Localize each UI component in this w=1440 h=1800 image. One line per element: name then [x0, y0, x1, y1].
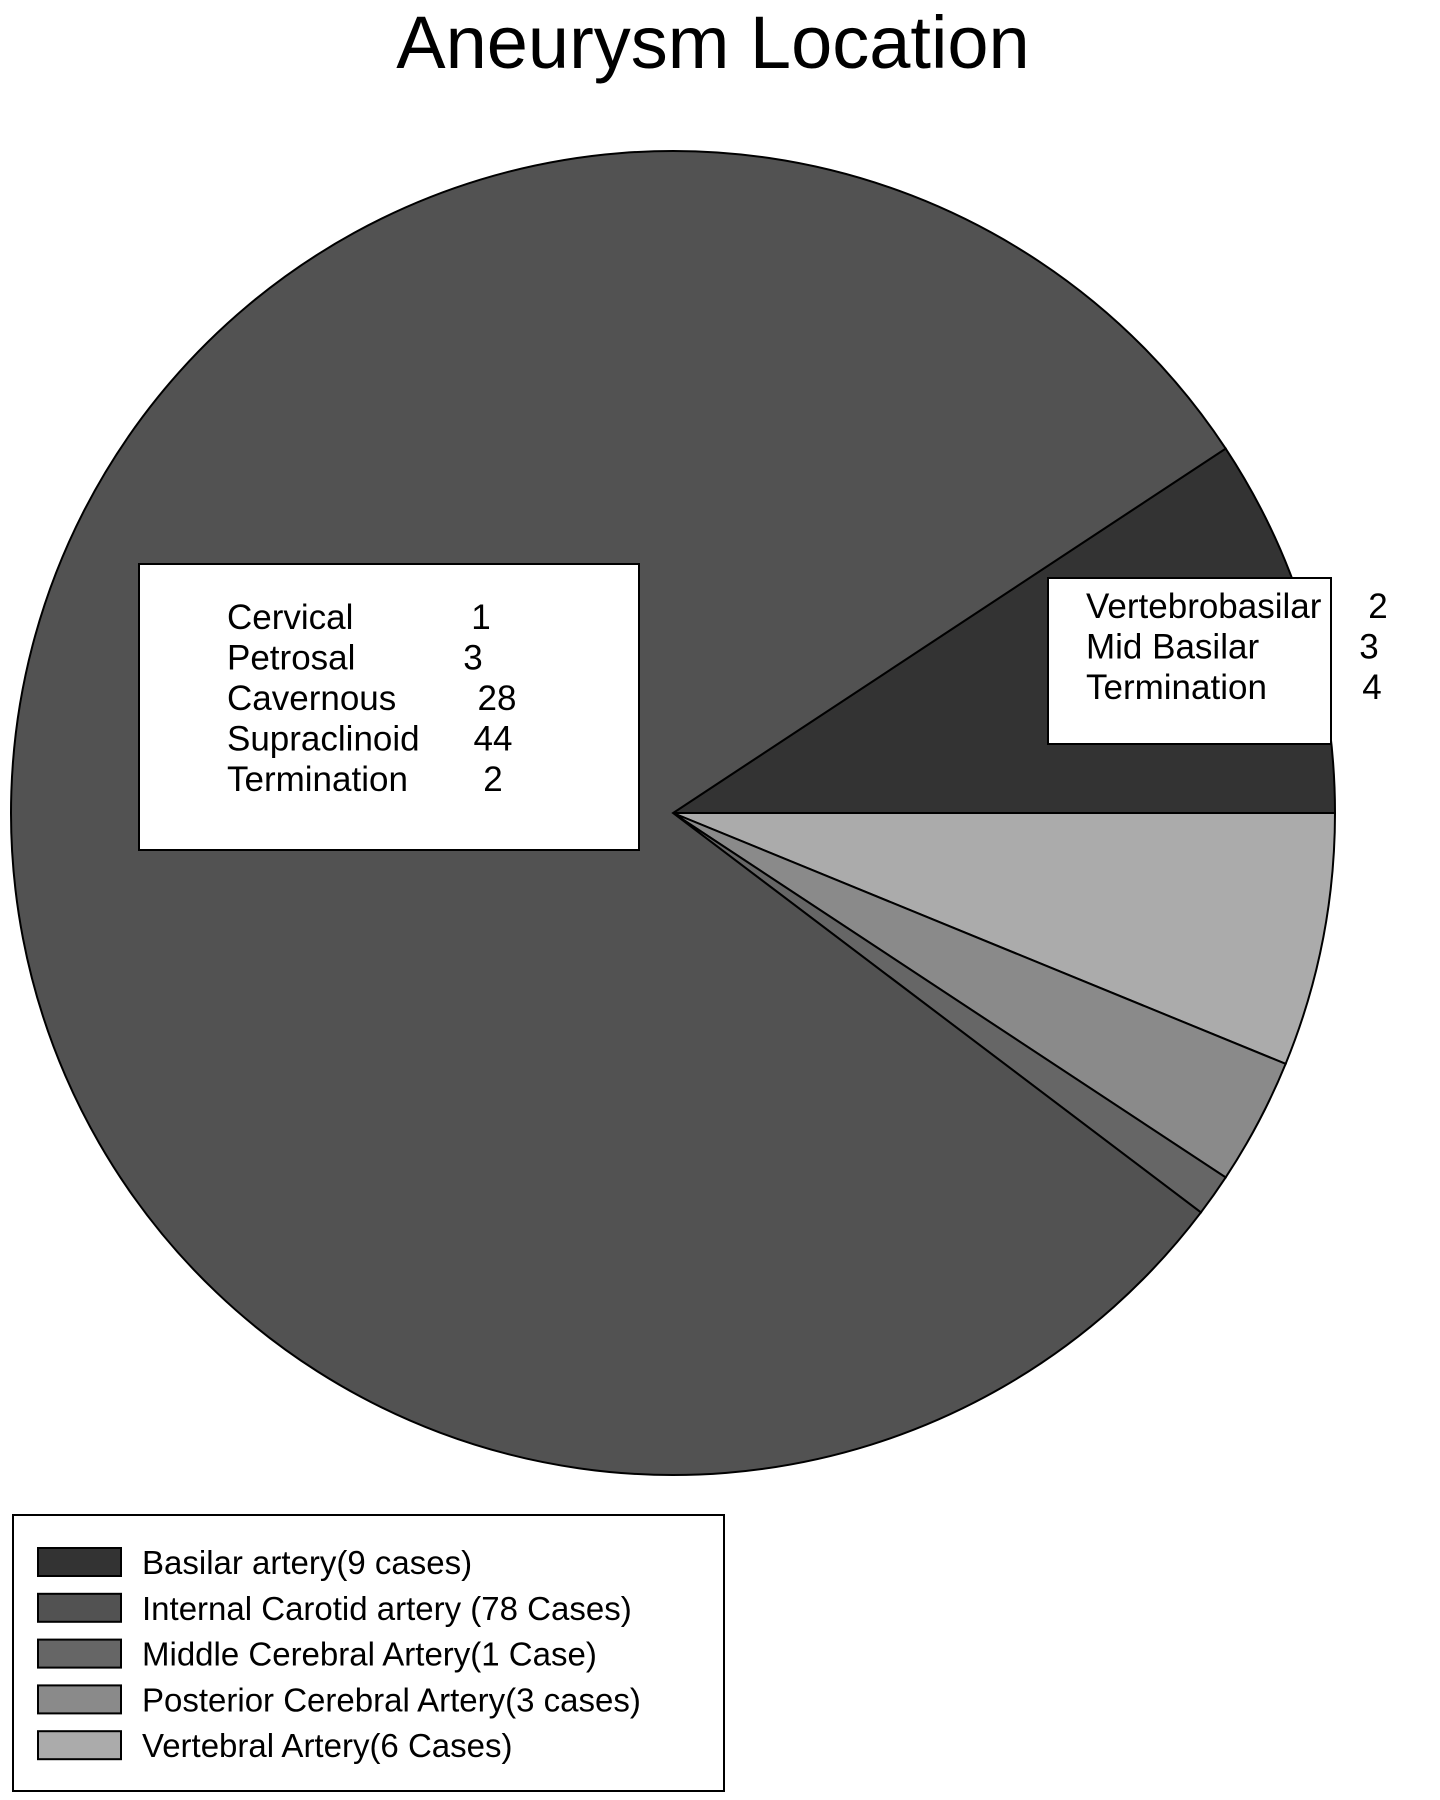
legend-label-posterior-cerebral-artery: Posterior Cerebral Artery(3 cases)	[142, 1681, 641, 1718]
ica-row-name: Petrosal	[227, 639, 355, 678]
basilar-box-frame	[1047, 577, 1332, 745]
basilar-row-name: Mid Basilar	[1086, 628, 1259, 667]
legend: Basilar artery(9 cases) Internal Carotid …	[12, 1514, 725, 1792]
ica-row-name: Termination	[227, 760, 408, 799]
ica-row-name: Supraclinoid	[227, 720, 420, 759]
legend-label-internal-carotid-artery: Internal Carotid artery (78 Cases)	[142, 1590, 632, 1627]
basilar-row-count: 2	[1368, 587, 1387, 626]
legend-swatch-posterior-cerebral-artery	[37, 1684, 122, 1715]
chart-title: Aneurysm Location	[396, 1, 1029, 84]
basilar-row-name: Vertebrobasilar	[1086, 587, 1322, 626]
ica-row-count: 28	[478, 679, 517, 718]
legend-label-basilar-artery: Basilar artery(9 cases)	[142, 1544, 472, 1581]
legend-frame	[12, 1514, 725, 1792]
basilar-row-name: Termination	[1086, 668, 1267, 707]
legend-swatch-middle-cerebral-artery	[37, 1638, 122, 1669]
legend-swatch-internal-carotid-artery	[37, 1592, 122, 1623]
basilar-breakdown-box: Vertebrobasilar 2 Mid Basilar 3 Termination 4	[1047, 577, 1388, 745]
ica-row-name: Cervical	[227, 598, 353, 637]
legend-label-middle-cerebral-artery: Middle Cerebral Artery(1 Case)	[142, 1636, 597, 1673]
basilar-row-count: 4	[1362, 668, 1381, 707]
ica-row-count: 44	[474, 720, 513, 759]
internal-carotid-breakdown-box: Cervical 1 Petrosal 3 Cavernous 28 Supraclinoi…	[138, 563, 640, 851]
ica-box-frame	[138, 563, 640, 851]
ica-row-count: 2	[483, 760, 502, 799]
ica-row-name: Cavernous	[227, 679, 396, 718]
pie-slice-vertebral-artery	[672, 812, 1337, 1066]
legend-label-vertebral-artery: Vertebral Artery(6 Cases)	[142, 1727, 512, 1764]
ica-row-count: 3	[463, 639, 482, 678]
legend-swatch-basilar-artery	[37, 1547, 122, 1577]
basilar-row-count: 3	[1359, 628, 1378, 667]
ica-row-count: 1	[471, 598, 490, 637]
legend-swatch-vertebral-artery	[37, 1730, 122, 1761]
